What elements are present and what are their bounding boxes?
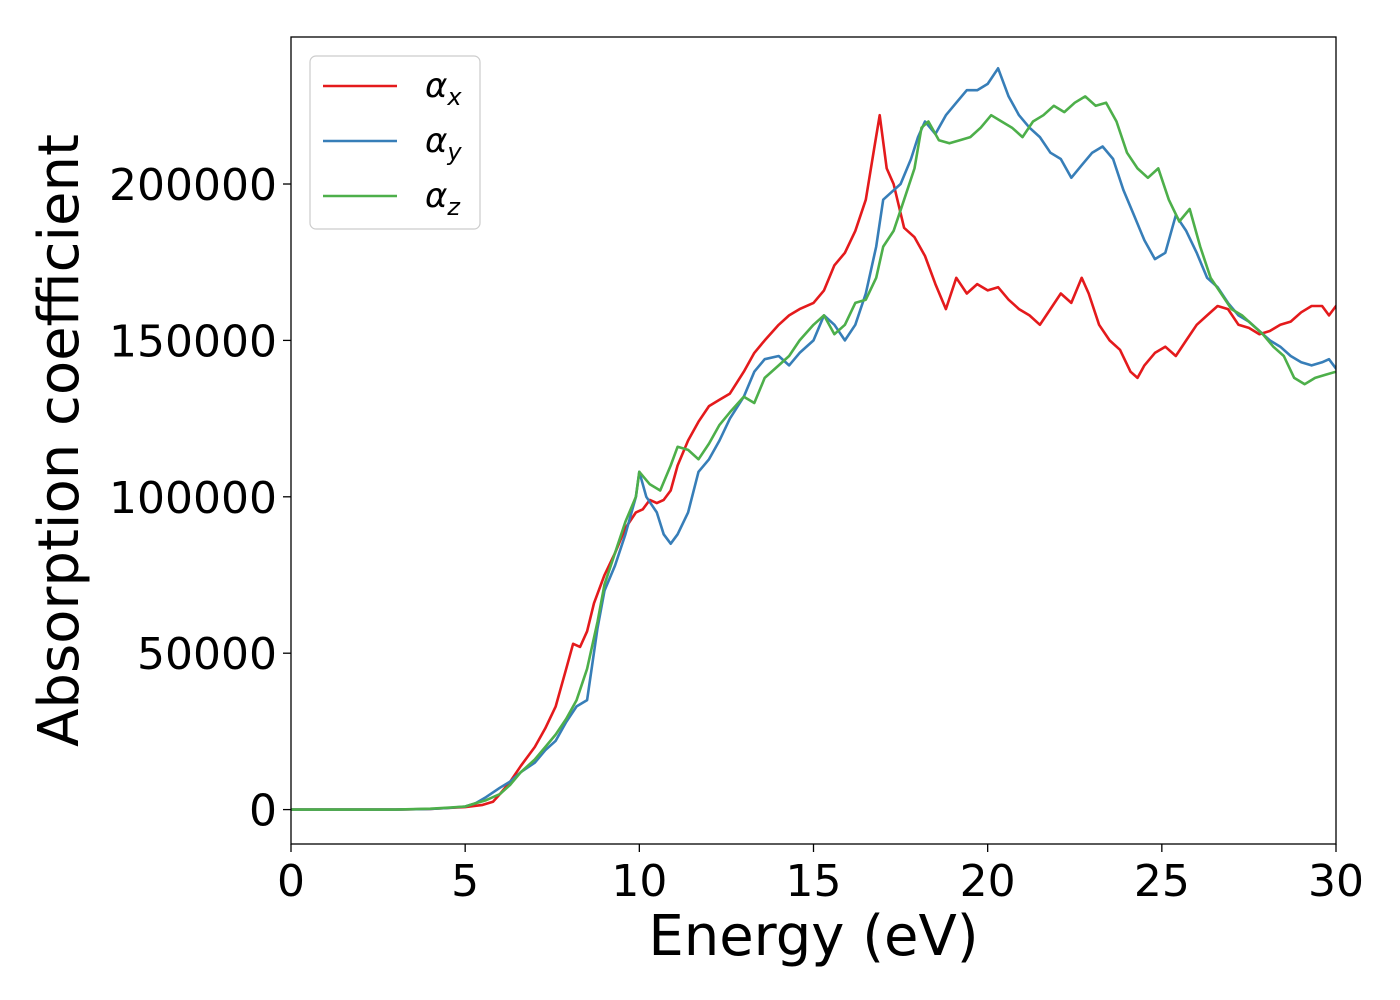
- x-tick-label: 15: [786, 856, 842, 907]
- y-tick-label: 100000: [109, 473, 277, 524]
- legend-label-y: αy: [425, 121, 462, 166]
- series-line-x: [291, 113, 1336, 811]
- x-tick-label: 20: [960, 856, 1016, 907]
- legend: αx αy αz: [309, 55, 481, 230]
- series-line-z: [291, 95, 1336, 811]
- legend-box: [309, 55, 481, 230]
- y-tick-label: 200000: [109, 160, 277, 211]
- legend-label-z: αz: [425, 176, 461, 221]
- x-axis-label: Energy (eV): [648, 904, 978, 969]
- x-tick-label: 5: [451, 856, 479, 907]
- y-tick-label: 0: [249, 786, 277, 837]
- series-line-y: [291, 67, 1336, 811]
- series-layer: [291, 67, 1336, 811]
- y-axis-label: Absorption coefficient: [27, 134, 92, 747]
- x-tick-label: 0: [277, 856, 305, 907]
- legend-label-x: αx: [425, 66, 462, 111]
- y-tick-label: 50000: [137, 629, 277, 680]
- tick-layer: 0 5 10 15 20 25 30 0 50000 100000 150000 200000: [109, 160, 1364, 907]
- x-tick-label: 10: [611, 856, 667, 907]
- x-tick-label: 25: [1134, 856, 1190, 907]
- y-tick-label: 150000: [109, 316, 277, 367]
- x-tick-label: 30: [1308, 856, 1364, 907]
